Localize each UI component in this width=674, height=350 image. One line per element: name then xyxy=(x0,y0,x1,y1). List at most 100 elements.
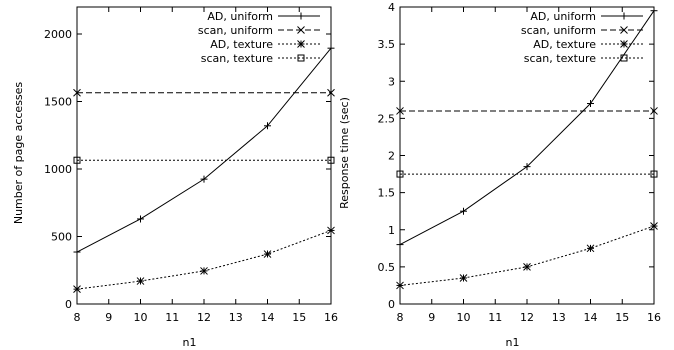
series-scan-uniform xyxy=(396,107,658,115)
legend-label: scan, uniform xyxy=(521,24,596,37)
legend-marker xyxy=(297,40,305,48)
data-point-ad-texture-d2 xyxy=(650,222,658,230)
data-point-scan-uniform xyxy=(396,107,404,115)
legend-marker xyxy=(297,12,305,20)
response-time-chart: n1 Response time (sec) 8 9 10 11 12 13 14 15 160… xyxy=(338,1,661,349)
y-tick-label: 4 xyxy=(388,1,395,14)
x-tick-label: 16 xyxy=(324,311,338,324)
legend-label: AD, texture xyxy=(210,38,273,51)
series-line-ad-texture xyxy=(76,229,332,290)
x-tick-label: 8 xyxy=(397,311,404,324)
legend-label: scan, texture xyxy=(524,52,596,65)
y-axis-title: Response time (sec) xyxy=(338,97,351,209)
data-point-scan-texture-box xyxy=(73,156,81,164)
data-point-scan-texture xyxy=(650,170,658,178)
data-point-scan-texture xyxy=(73,156,81,164)
legend-marker xyxy=(620,26,628,34)
data-point-ad-texture-d2 xyxy=(396,281,404,290)
x-tick-label: 11 xyxy=(165,311,179,324)
data-point-ad-texture xyxy=(523,263,531,271)
data-point-ad-texture xyxy=(396,281,404,290)
series-ad-uniform xyxy=(396,7,658,249)
data-point-ad-texture xyxy=(73,285,81,294)
data-point-ad-texture xyxy=(136,277,145,285)
data-point-ad-texture-d2 xyxy=(459,274,468,282)
x-tick-label: 10 xyxy=(457,311,471,324)
data-point-ad-uniform xyxy=(650,7,658,15)
y-axis-title: Number of page accesses xyxy=(12,82,25,225)
series-scan-texture xyxy=(396,170,658,178)
y-tick-label: 2 xyxy=(388,150,395,163)
legend-marker-box xyxy=(297,54,305,62)
data-point-ad-texture-d2 xyxy=(263,250,272,258)
legend-marker-box xyxy=(620,54,628,62)
data-point-scan-uniform xyxy=(327,88,335,97)
x-tick-label: 10 xyxy=(134,311,148,324)
data-point-ad-uniform xyxy=(587,100,594,108)
data-point-ad-texture-d2 xyxy=(73,285,81,294)
legend-marker xyxy=(620,12,628,20)
data-point-ad-texture xyxy=(459,274,468,282)
series-scan-uniform xyxy=(73,88,335,97)
y-tick-label: 1000 xyxy=(44,163,72,176)
series-ad-uniform xyxy=(73,44,335,256)
y-tick-label: 0 xyxy=(65,298,72,311)
y-tick-label: 1 xyxy=(388,224,395,237)
data-point-scan-texture xyxy=(396,170,404,178)
x-tick-label: 12 xyxy=(520,311,534,324)
legend-label: AD, uniform xyxy=(207,10,273,23)
legend-marker-d2 xyxy=(297,26,305,34)
y-tick-label: 1500 xyxy=(44,96,72,109)
legend-marker-d2 xyxy=(620,26,628,34)
series-ad-texture xyxy=(396,222,658,290)
data-point-scan-uniform xyxy=(73,88,81,97)
x-tick-label: 16 xyxy=(647,311,661,324)
data-point-ad-texture-d2 xyxy=(200,267,208,275)
x-axis-title: n1 xyxy=(506,336,520,349)
legend-marker-d2 xyxy=(620,40,628,48)
data-point-scan-uniform-d2 xyxy=(396,107,404,115)
data-point-scan-uniform xyxy=(650,107,658,115)
data-point-ad-uniform xyxy=(137,215,144,223)
y-tick-label: 0.5 xyxy=(378,261,396,274)
x-tick-label: 15 xyxy=(615,311,629,324)
x-tick-label: 13 xyxy=(552,311,566,324)
data-point-ad-texture xyxy=(327,226,335,235)
data-point-scan-uniform-d2 xyxy=(327,88,335,97)
legend-marker xyxy=(297,26,305,34)
data-point-scan-texture-box xyxy=(650,170,658,178)
x-tick-label: 14 xyxy=(584,311,598,324)
y-tick-label: 1.5 xyxy=(378,187,396,200)
data-point-ad-uniform xyxy=(200,175,208,183)
data-point-scan-texture-box xyxy=(327,156,335,164)
series-ad-texture xyxy=(73,226,335,294)
data-point-ad-uniform xyxy=(396,241,404,249)
legend-marker xyxy=(297,54,305,62)
data-point-scan-uniform-d2 xyxy=(73,88,81,97)
data-point-ad-texture xyxy=(586,244,595,253)
data-point-ad-texture-d2 xyxy=(136,277,145,285)
x-axis-title: n1 xyxy=(183,336,197,349)
data-point-scan-uniform-d2 xyxy=(650,107,658,115)
data-point-ad-texture-d2 xyxy=(327,226,335,235)
series-line-ad-uniform xyxy=(76,47,332,253)
x-tick-label: 13 xyxy=(229,311,243,324)
data-point-ad-uniform xyxy=(460,207,467,215)
data-point-ad-texture xyxy=(263,250,272,258)
x-tick-label: 9 xyxy=(428,311,435,324)
page-accesses-chart: n1 Number of page accesses 8 9 10 11 12 13 14 1… xyxy=(12,6,338,349)
x-tick-label: 12 xyxy=(197,311,211,324)
series-scan-texture xyxy=(73,156,335,164)
data-point-ad-uniform xyxy=(73,248,81,256)
data-point-ad-texture-d2 xyxy=(523,263,531,271)
y-tick-label: 0 xyxy=(388,298,395,311)
series-line-ad-uniform xyxy=(399,10,655,246)
legend-label: scan, texture xyxy=(201,52,273,65)
legend-marker xyxy=(620,54,628,62)
y-tick-label: 2.5 xyxy=(378,112,396,125)
data-point-ad-texture xyxy=(650,222,658,230)
x-tick-label: 15 xyxy=(292,311,306,324)
y-tick-label: 2000 xyxy=(44,28,72,41)
data-point-scan-texture-box xyxy=(396,170,404,178)
